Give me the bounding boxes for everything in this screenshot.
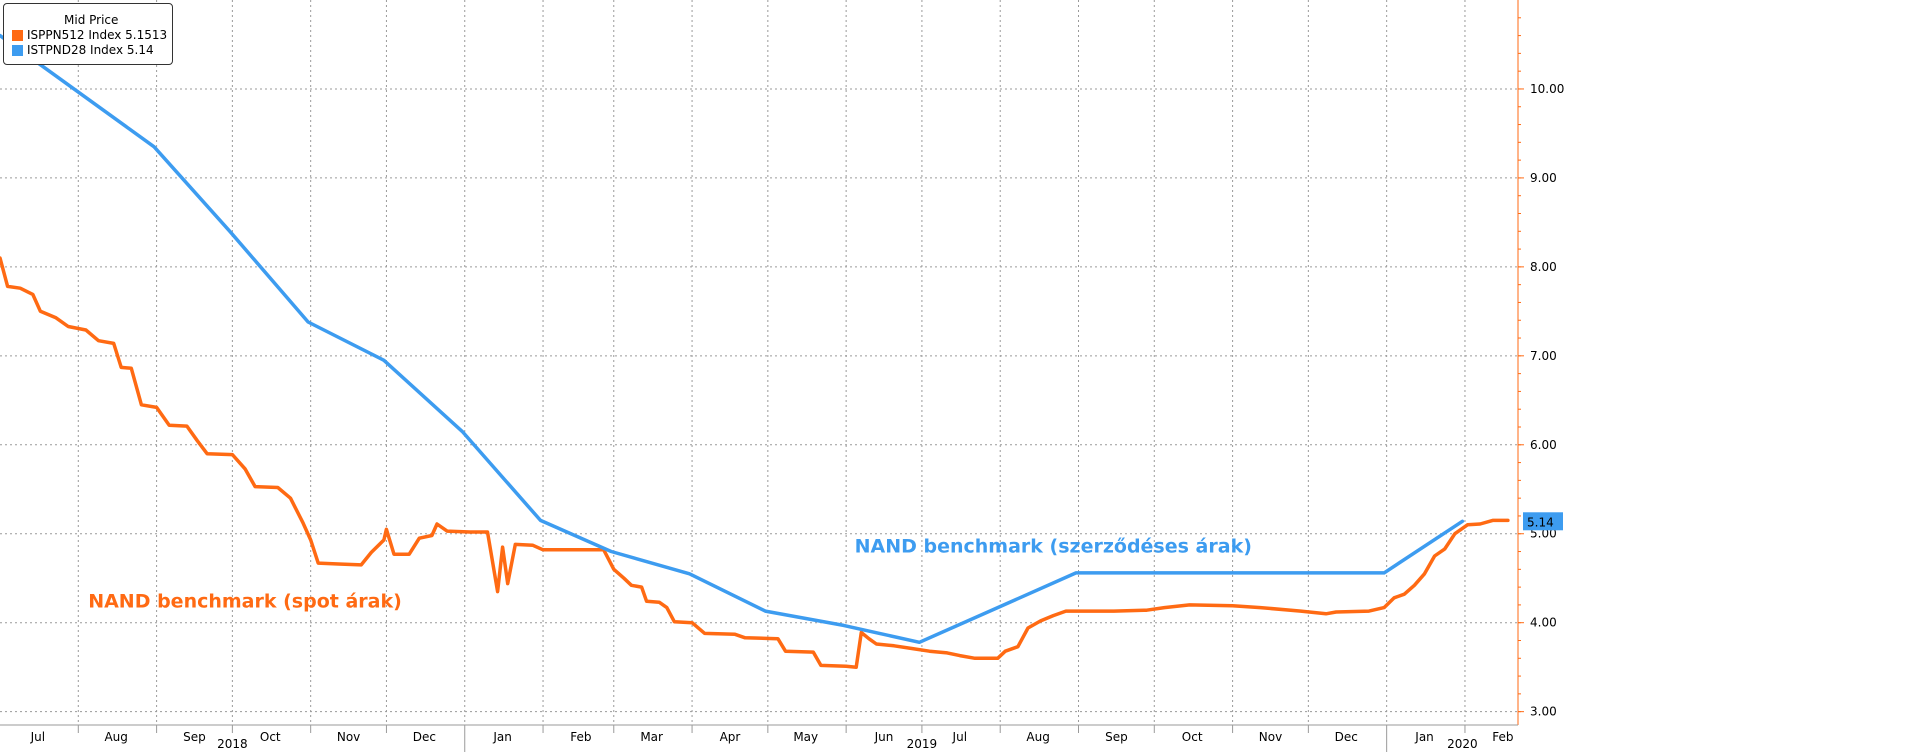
y-tick-label: 3.00: [1530, 705, 1557, 719]
x-tick-label: Dec: [413, 730, 436, 744]
annotation-label: NAND benchmark (spot árak): [88, 591, 402, 613]
x-tick-label: Mar: [640, 730, 663, 744]
x-tick-label: Dec: [1335, 730, 1358, 744]
x-tick-label: Aug: [1026, 730, 1049, 744]
y-tick-label: 8.00: [1530, 260, 1557, 274]
x-year-label: 2018: [217, 737, 248, 751]
series-line-isppn512: [0, 256, 1510, 669]
x-tick-label: Apr: [720, 730, 741, 744]
legend-label: ISPPN512 Index 5.1513: [27, 28, 168, 42]
y-tick-label: 10.00: [1530, 82, 1564, 96]
x-axis: Jul Aug Sep Oct Nov Dec Jan Feb Mar Apr May Jun Jul A…: [0, 724, 1518, 752]
y-tick-label: 9.00: [1530, 171, 1557, 185]
legend: Mid Price ISPPN512 Index 5.1513 ISTPND28…: [3, 3, 173, 65]
x-tick-label: Sep: [183, 730, 206, 744]
x-tick-label: Oct: [1182, 730, 1203, 744]
x-tick-label: Oct: [260, 730, 281, 744]
x-tick-label: Jan: [1414, 730, 1434, 744]
y-tick-label: 7.00: [1530, 349, 1557, 363]
x-tick-label: Feb: [570, 730, 591, 744]
x-tick-label: Jul: [952, 730, 967, 744]
x-tick-label: Jul: [30, 730, 45, 744]
x-year-label: 2019: [907, 737, 938, 751]
x-tick-label: Jun: [874, 730, 894, 744]
series-line-istpnd28: [0, 33, 1465, 645]
last-value-marker: 5.14: [1523, 512, 1563, 531]
legend-swatch-blue: [12, 44, 23, 56]
legend-item-isppn512: ISPPN512 Index 5.1513: [12, 28, 172, 42]
x-tick-label: Nov: [337, 730, 360, 744]
last-value-text: 5.14: [1527, 515, 1554, 529]
y-tick-label: 6.00: [1530, 438, 1557, 452]
x-tick-label: Jan: [492, 730, 512, 744]
x-tick-label: Aug: [104, 730, 127, 744]
last-value-box: [1523, 512, 1563, 531]
y-tick-label: 4.00: [1530, 616, 1557, 630]
x-year-label: 2020: [1447, 737, 1478, 751]
x-tick-label: Feb: [1492, 730, 1513, 744]
x-tick-label: May: [793, 730, 818, 744]
x-tick-label: Sep: [1105, 730, 1128, 744]
annotation-label: NAND benchmark (szerződéses árak): [855, 535, 1252, 557]
legend-label: ISTPND28 Index 5.14: [27, 43, 154, 57]
series-lines: [0, 33, 1510, 669]
legend-swatch-orange: [12, 29, 23, 41]
legend-title: Mid Price: [64, 13, 119, 27]
legend-item-istpnd28: ISTPND28 Index 5.14: [12, 43, 172, 57]
x-tick-label: Nov: [1259, 730, 1282, 744]
annotations: NAND benchmark (spot árak) NAND benchmark…: [88, 535, 1252, 612]
